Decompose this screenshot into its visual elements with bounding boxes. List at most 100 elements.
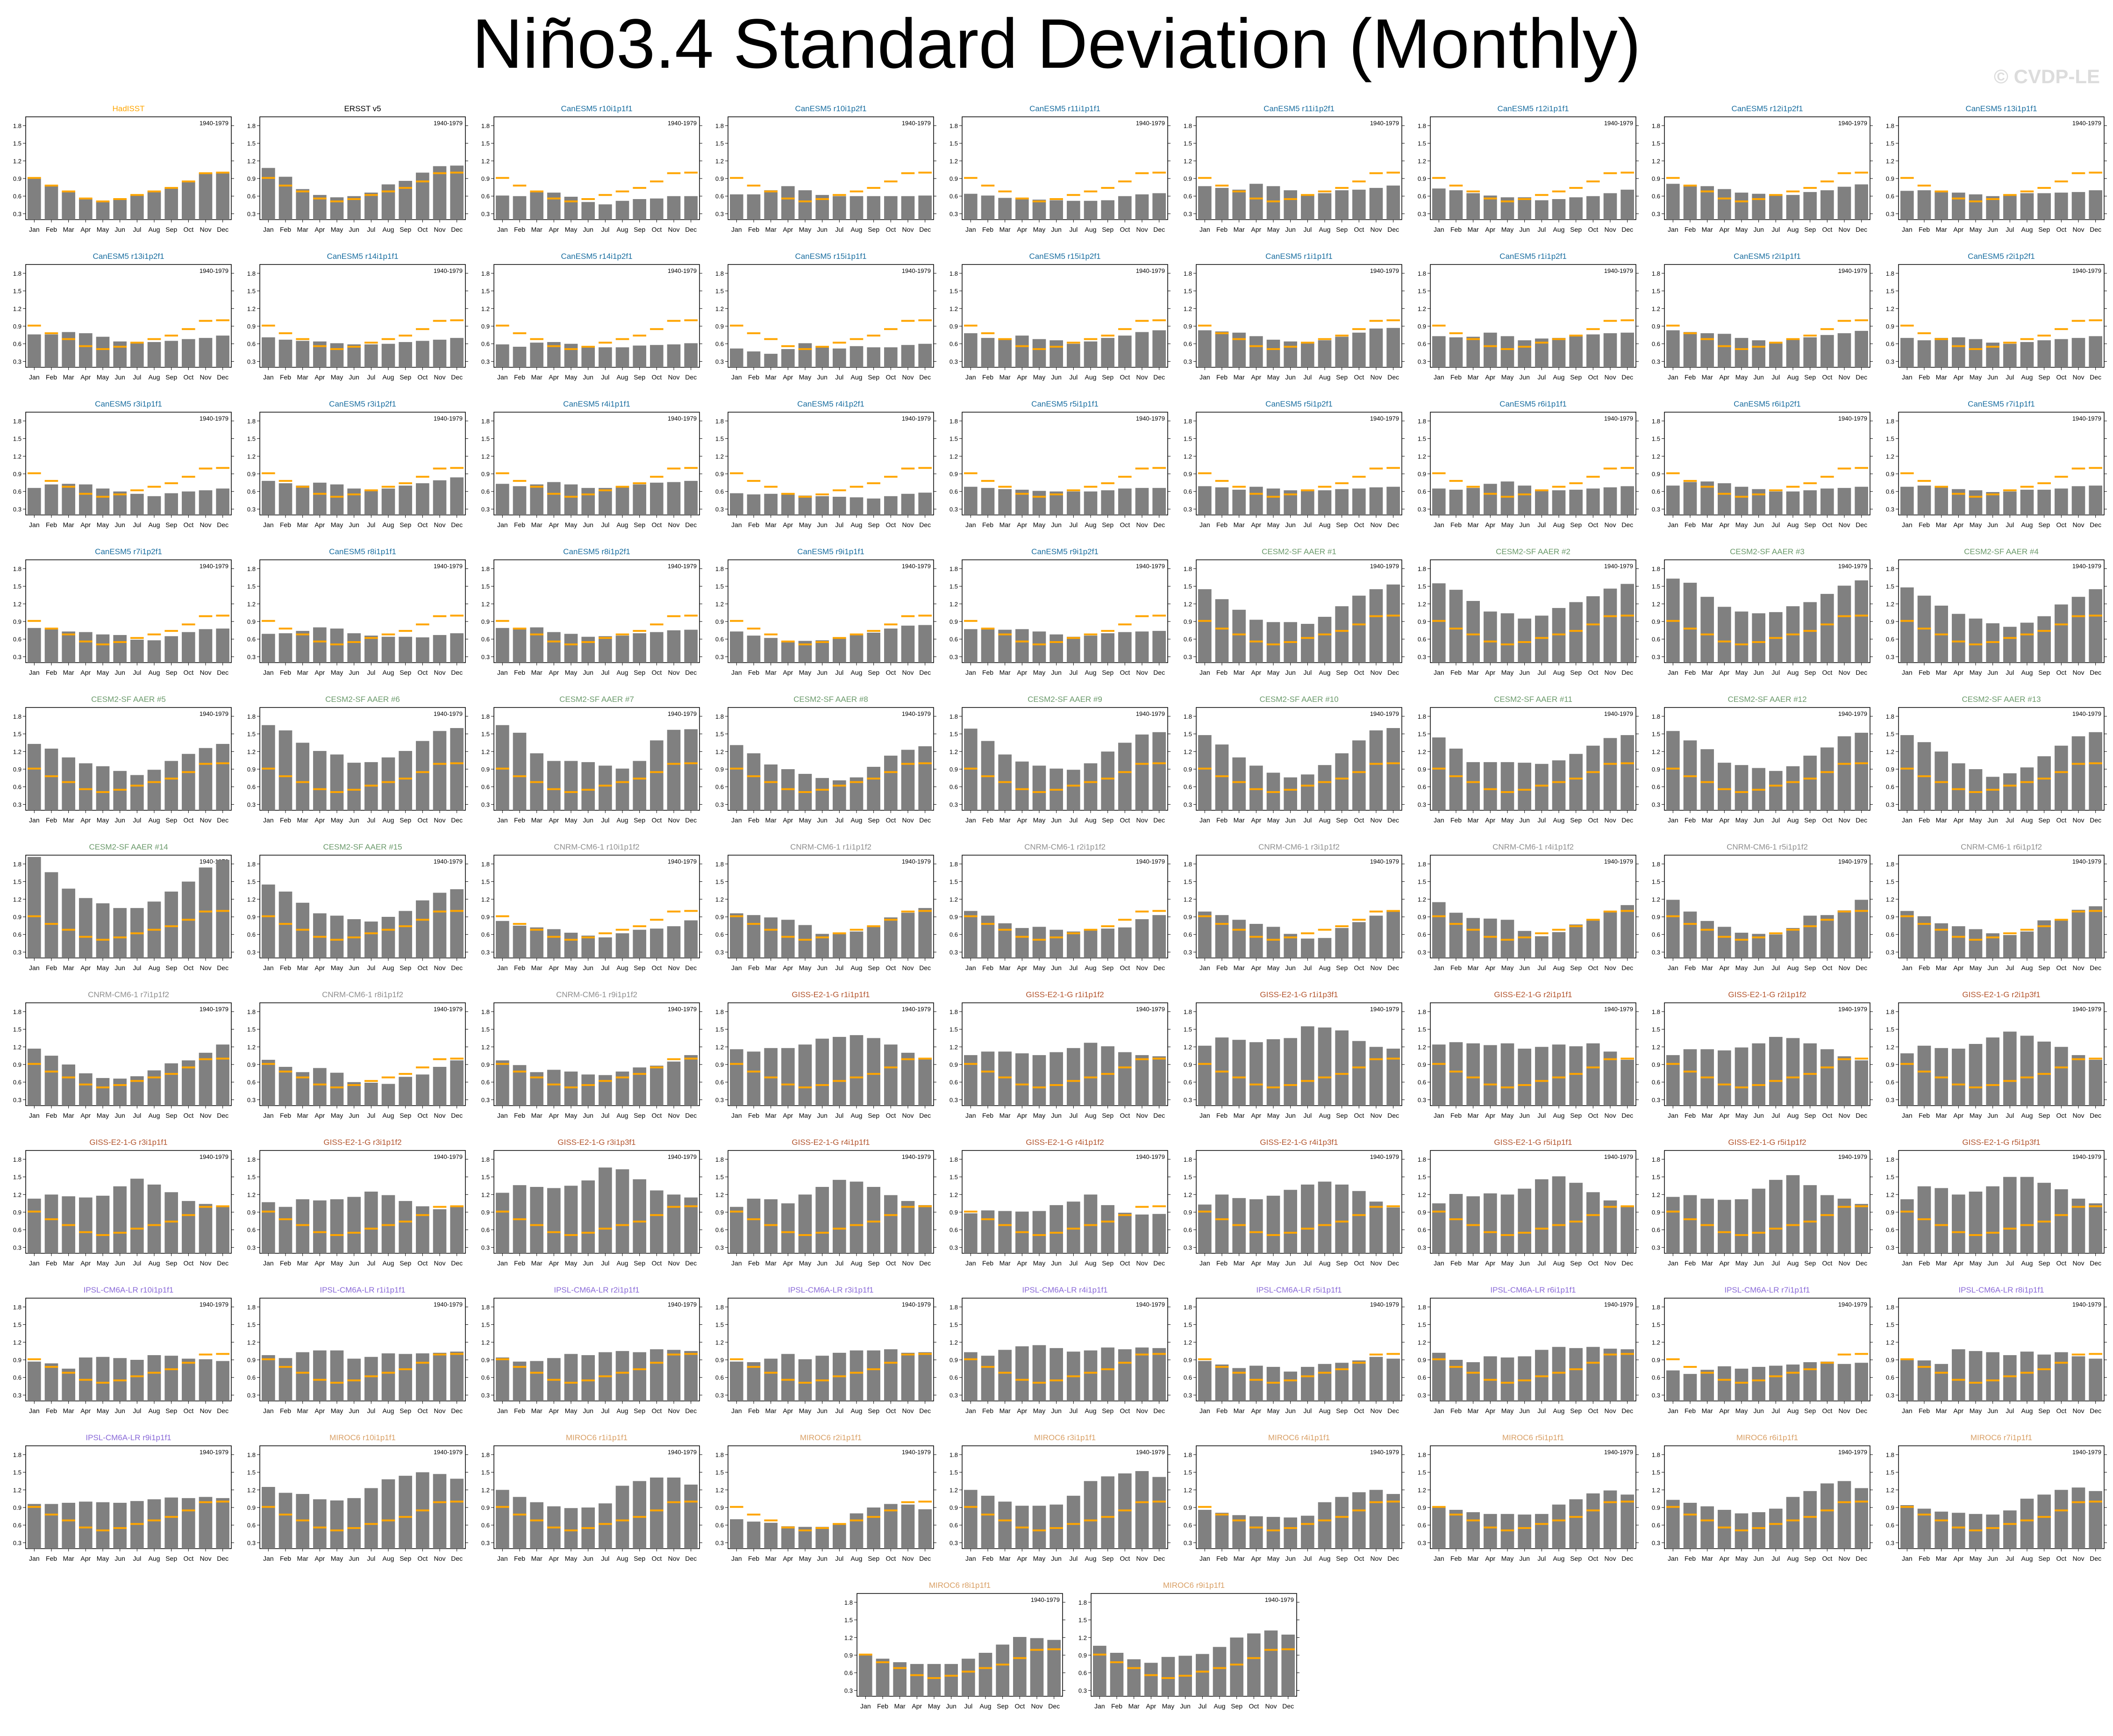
x-tick-label: Jul — [367, 964, 375, 972]
panel: CanESM5 r11i1p1f11940-19790.30.60.91.21.… — [949, 104, 1171, 233]
bar — [1032, 631, 1046, 663]
y-tick-label: 1.8 — [481, 122, 490, 129]
y-tick-label: 0.9 — [1886, 323, 1894, 330]
x-tick-label: Jan — [497, 669, 508, 676]
x-tick-label: Mar — [999, 373, 1011, 381]
bar — [633, 345, 646, 367]
bar — [1518, 197, 1531, 220]
y-tick-label: 1.2 — [1418, 305, 1426, 312]
bar — [1084, 929, 1098, 958]
x-tick-label: Jul — [2006, 964, 2014, 972]
bar — [513, 347, 527, 367]
x-tick-label: Aug — [149, 964, 160, 972]
bar — [667, 1061, 681, 1106]
x-tick-label: Oct — [183, 964, 193, 972]
plot-frame — [493, 855, 700, 958]
y-tick-label: 1.5 — [715, 879, 724, 886]
y-tick-label: 1.8 — [1184, 1008, 1192, 1015]
x-tick-label: Jun — [349, 964, 359, 972]
period-label: 1940-1979 — [1136, 267, 1165, 274]
x-tick-label: May — [1970, 373, 1982, 381]
bar — [1952, 763, 1965, 810]
bar — [1466, 488, 1480, 515]
x-tick-label: Jul — [1771, 373, 1780, 381]
bar — [79, 1073, 93, 1106]
bar — [1535, 615, 1549, 663]
bar — [1535, 489, 1549, 515]
panel: CNRM-CM6-1 r3i1p1f21940-19790.30.60.91.2… — [1184, 843, 1405, 972]
bar — [581, 347, 595, 367]
bar — [113, 199, 127, 220]
x-tick-label: Aug — [1553, 1259, 1565, 1267]
bar — [798, 190, 812, 220]
bar — [1952, 926, 1965, 958]
y-tick-label: 1.8 — [1886, 270, 1894, 277]
bar — [1152, 631, 1166, 663]
x-tick-label: Aug — [851, 226, 863, 233]
y-tick-label: 0.6 — [1184, 1227, 1192, 1234]
bar — [1466, 601, 1480, 663]
y-tick-label: 0.9 — [481, 471, 490, 478]
bar — [1015, 1053, 1029, 1106]
bar — [1666, 731, 1680, 810]
panel: CanESM5 r3i1p1f11940-19790.30.60.91.21.5… — [13, 400, 234, 529]
panel-title: CanESM5 r11i1p2f1 — [1264, 104, 1335, 113]
y-tick-label: 0.3 — [1652, 358, 1660, 365]
bar — [1620, 735, 1634, 810]
plot-frame — [1898, 1150, 2105, 1254]
y-tick-label: 0.6 — [481, 636, 490, 643]
y-tick-label: 1.2 — [949, 305, 958, 312]
bar — [1232, 489, 1246, 515]
x-tick-label: Mar — [1702, 964, 1713, 972]
x-tick-label: Jan — [263, 521, 274, 529]
bar — [1249, 765, 1263, 810]
bar — [1352, 332, 1366, 367]
bar — [1855, 1204, 1868, 1253]
bar — [1803, 602, 1817, 663]
x-tick-label: Apr — [1017, 669, 1027, 676]
y-tick-label: 1.2 — [1184, 748, 1192, 755]
bar — [2055, 488, 2068, 515]
y-tick-label: 0.9 — [1652, 1061, 1660, 1068]
x-tick-label: Feb — [280, 1259, 291, 1267]
x-tick-label: Apr — [80, 669, 91, 676]
bar — [615, 200, 629, 220]
x-tick-label: Nov — [1839, 816, 1850, 824]
x-tick-label: Nov — [1605, 816, 1616, 824]
bar — [1769, 771, 1783, 810]
bar — [1101, 633, 1114, 663]
x-tick-label: May — [565, 1259, 577, 1267]
x-tick-label: Jun — [1519, 816, 1530, 824]
y-tick-label: 0.6 — [1418, 193, 1426, 200]
y-tick-label: 1.8 — [1418, 122, 1426, 129]
bar — [2071, 597, 2085, 663]
bar — [433, 1209, 447, 1253]
bar — [633, 484, 646, 515]
x-tick-label: Aug — [851, 816, 863, 824]
bar — [599, 765, 612, 810]
x-tick-label: Mar — [531, 669, 543, 676]
y-tick-label: 1.2 — [715, 1043, 724, 1050]
y-tick-label: 1.2 — [13, 1191, 21, 1198]
period-label: 1940-1979 — [200, 1006, 228, 1013]
x-tick-label: Jan — [497, 521, 508, 529]
period-label: 1940-1979 — [434, 710, 463, 717]
y-tick-label: 0.3 — [247, 1096, 256, 1103]
period-label: 1940-1979 — [1838, 1153, 1867, 1160]
bar — [79, 632, 93, 663]
panel: CanESM5 r8i1p1f11940-19790.30.60.91.21.5… — [247, 547, 468, 676]
bar — [1232, 920, 1246, 958]
y-tick-label: 0.3 — [13, 653, 21, 660]
x-tick-label: Dec — [1621, 226, 1633, 233]
bar — [147, 770, 161, 810]
x-tick-label: Feb — [1216, 1112, 1228, 1119]
x-tick-label: Jan — [497, 816, 508, 824]
x-tick-label: May — [799, 964, 811, 972]
x-tick-label: Nov — [1371, 1112, 1382, 1119]
panel-title: CESM2-SF AAER #3 — [1730, 547, 1805, 556]
bar — [633, 761, 646, 810]
x-tick-label: Jul — [1069, 669, 1078, 676]
x-tick-label: May — [97, 373, 109, 381]
x-tick-label: Oct — [1120, 964, 1130, 972]
x-tick-label: Aug — [149, 521, 160, 529]
